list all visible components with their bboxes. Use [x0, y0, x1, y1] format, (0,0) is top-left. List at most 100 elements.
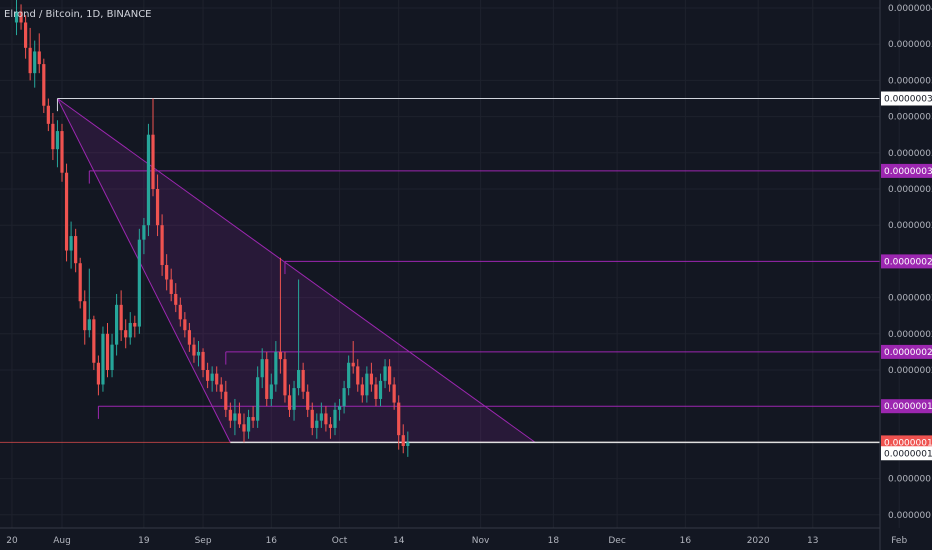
candle-body — [74, 236, 78, 264]
candle-body — [192, 344, 196, 356]
price-tick-label: 0.00000012 — [888, 511, 932, 521]
price-label-box — [881, 344, 932, 359]
candle-body — [115, 304, 119, 345]
candle-body — [219, 384, 223, 392]
candle-body — [397, 402, 401, 436]
time-tick-label: 20 — [6, 536, 18, 546]
time-tick-label: 18 — [548, 536, 560, 546]
candle-body — [42, 64, 46, 106]
candle-body — [201, 351, 205, 370]
candle-body — [178, 304, 182, 320]
candle-body — [155, 189, 160, 226]
time-tick-label: 13 — [807, 536, 818, 546]
candle-body — [333, 409, 337, 428]
price-tick-label: 0.00000034 — [888, 113, 932, 123]
candle-body — [292, 388, 296, 410]
candle-body — [24, 22, 28, 48]
time-tick-label: 19 — [138, 536, 150, 546]
candle-body — [246, 417, 251, 432]
candle-body — [378, 380, 383, 399]
candle-body — [128, 322, 132, 338]
price-label-box — [881, 446, 932, 461]
time-tick-label: Dec — [608, 536, 625, 546]
price-label-text: 0.00000018 — [884, 402, 932, 412]
price-tick-label: 0.00000022 — [888, 330, 932, 340]
candle-body — [146, 134, 151, 226]
candle-body — [19, 11, 23, 23]
time-tick-label: 16 — [266, 536, 278, 546]
price-tick-label: 0.00000028 — [888, 221, 932, 231]
candle-body — [165, 265, 169, 280]
candle-body — [228, 409, 232, 421]
candle-body — [342, 388, 346, 407]
price-label-text: 0.00000016 — [884, 449, 932, 459]
candle-body — [105, 333, 110, 370]
candle-body — [369, 373, 373, 385]
candle-body — [187, 330, 191, 345]
candle-body — [133, 322, 137, 327]
grid — [0, 0, 900, 528]
price-label-box — [881, 91, 932, 106]
candle-body — [33, 51, 37, 74]
candle-body — [256, 377, 260, 421]
candle-body — [233, 413, 237, 421]
candle-body — [206, 370, 210, 381]
time-tick-label: 16 — [680, 536, 692, 546]
candle-body — [356, 366, 360, 385]
candle-body — [124, 330, 128, 338]
candle-body — [319, 413, 323, 421]
candles — [14, 0, 410, 457]
candle-body — [83, 301, 87, 331]
price-tick-label: 0.00000040 — [888, 4, 932, 14]
candle-body — [301, 370, 305, 392]
triangle-lower-line — [57, 98, 231, 443]
candle-body — [306, 391, 310, 410]
candle-body — [142, 225, 146, 240]
candle-body — [374, 384, 378, 399]
candle-body — [96, 362, 100, 385]
time-tick-label: 14 — [393, 536, 405, 546]
candle-body — [265, 359, 269, 399]
candle-body — [55, 131, 60, 150]
price-tick-label: 0.00000038 — [888, 40, 932, 50]
price-label-text: 0.00000026 — [884, 257, 932, 267]
candle-body — [383, 366, 387, 381]
price-labels: 0.00000035 0.00000031 0.00000026 0.00000021… — [881, 91, 932, 461]
candle-body — [183, 319, 187, 331]
triangle-upper-line — [57, 98, 536, 443]
candle-body — [87, 319, 91, 331]
time-axis: 20 Aug 19 Sep 16 Oct 14 Nov 18 Dec 16 2020 13 Feb — [6, 536, 907, 546]
price-label-text: 0.00000021 — [884, 348, 932, 358]
candle-body — [119, 304, 123, 331]
candle-body — [324, 413, 328, 425]
candle-body — [242, 424, 246, 432]
candle-body — [360, 384, 364, 396]
candle-body — [392, 384, 396, 403]
price-tick-label: 0.00000032 — [888, 149, 932, 159]
level-lines — [0, 98, 880, 444]
time-tick-label: Aug — [53, 536, 71, 546]
candle-body — [347, 362, 351, 389]
candle-body — [46, 105, 50, 124]
price-label-text: 0.00000031 — [884, 167, 932, 177]
price-label-text: 0.00000016 — [884, 438, 932, 448]
candle-body — [37, 51, 41, 65]
candle-body — [110, 344, 114, 370]
time-tick-label: Nov — [472, 536, 490, 546]
candle-body — [401, 435, 405, 447]
candle-body — [287, 395, 292, 410]
price-tick-label: 0.00000024 — [888, 294, 932, 304]
candle-body — [269, 384, 273, 399]
candle-body — [351, 362, 355, 367]
candle-body — [215, 373, 219, 385]
time-tick-label: Sep — [195, 536, 212, 546]
candle-body — [196, 351, 201, 356]
price-tick-label: 0.00000036 — [888, 76, 932, 86]
candle-body — [251, 417, 255, 421]
price-label-text: 0.00000035 — [884, 95, 932, 105]
price-label-box — [881, 163, 932, 178]
candle-body — [260, 359, 264, 378]
candle-body — [406, 442, 410, 447]
